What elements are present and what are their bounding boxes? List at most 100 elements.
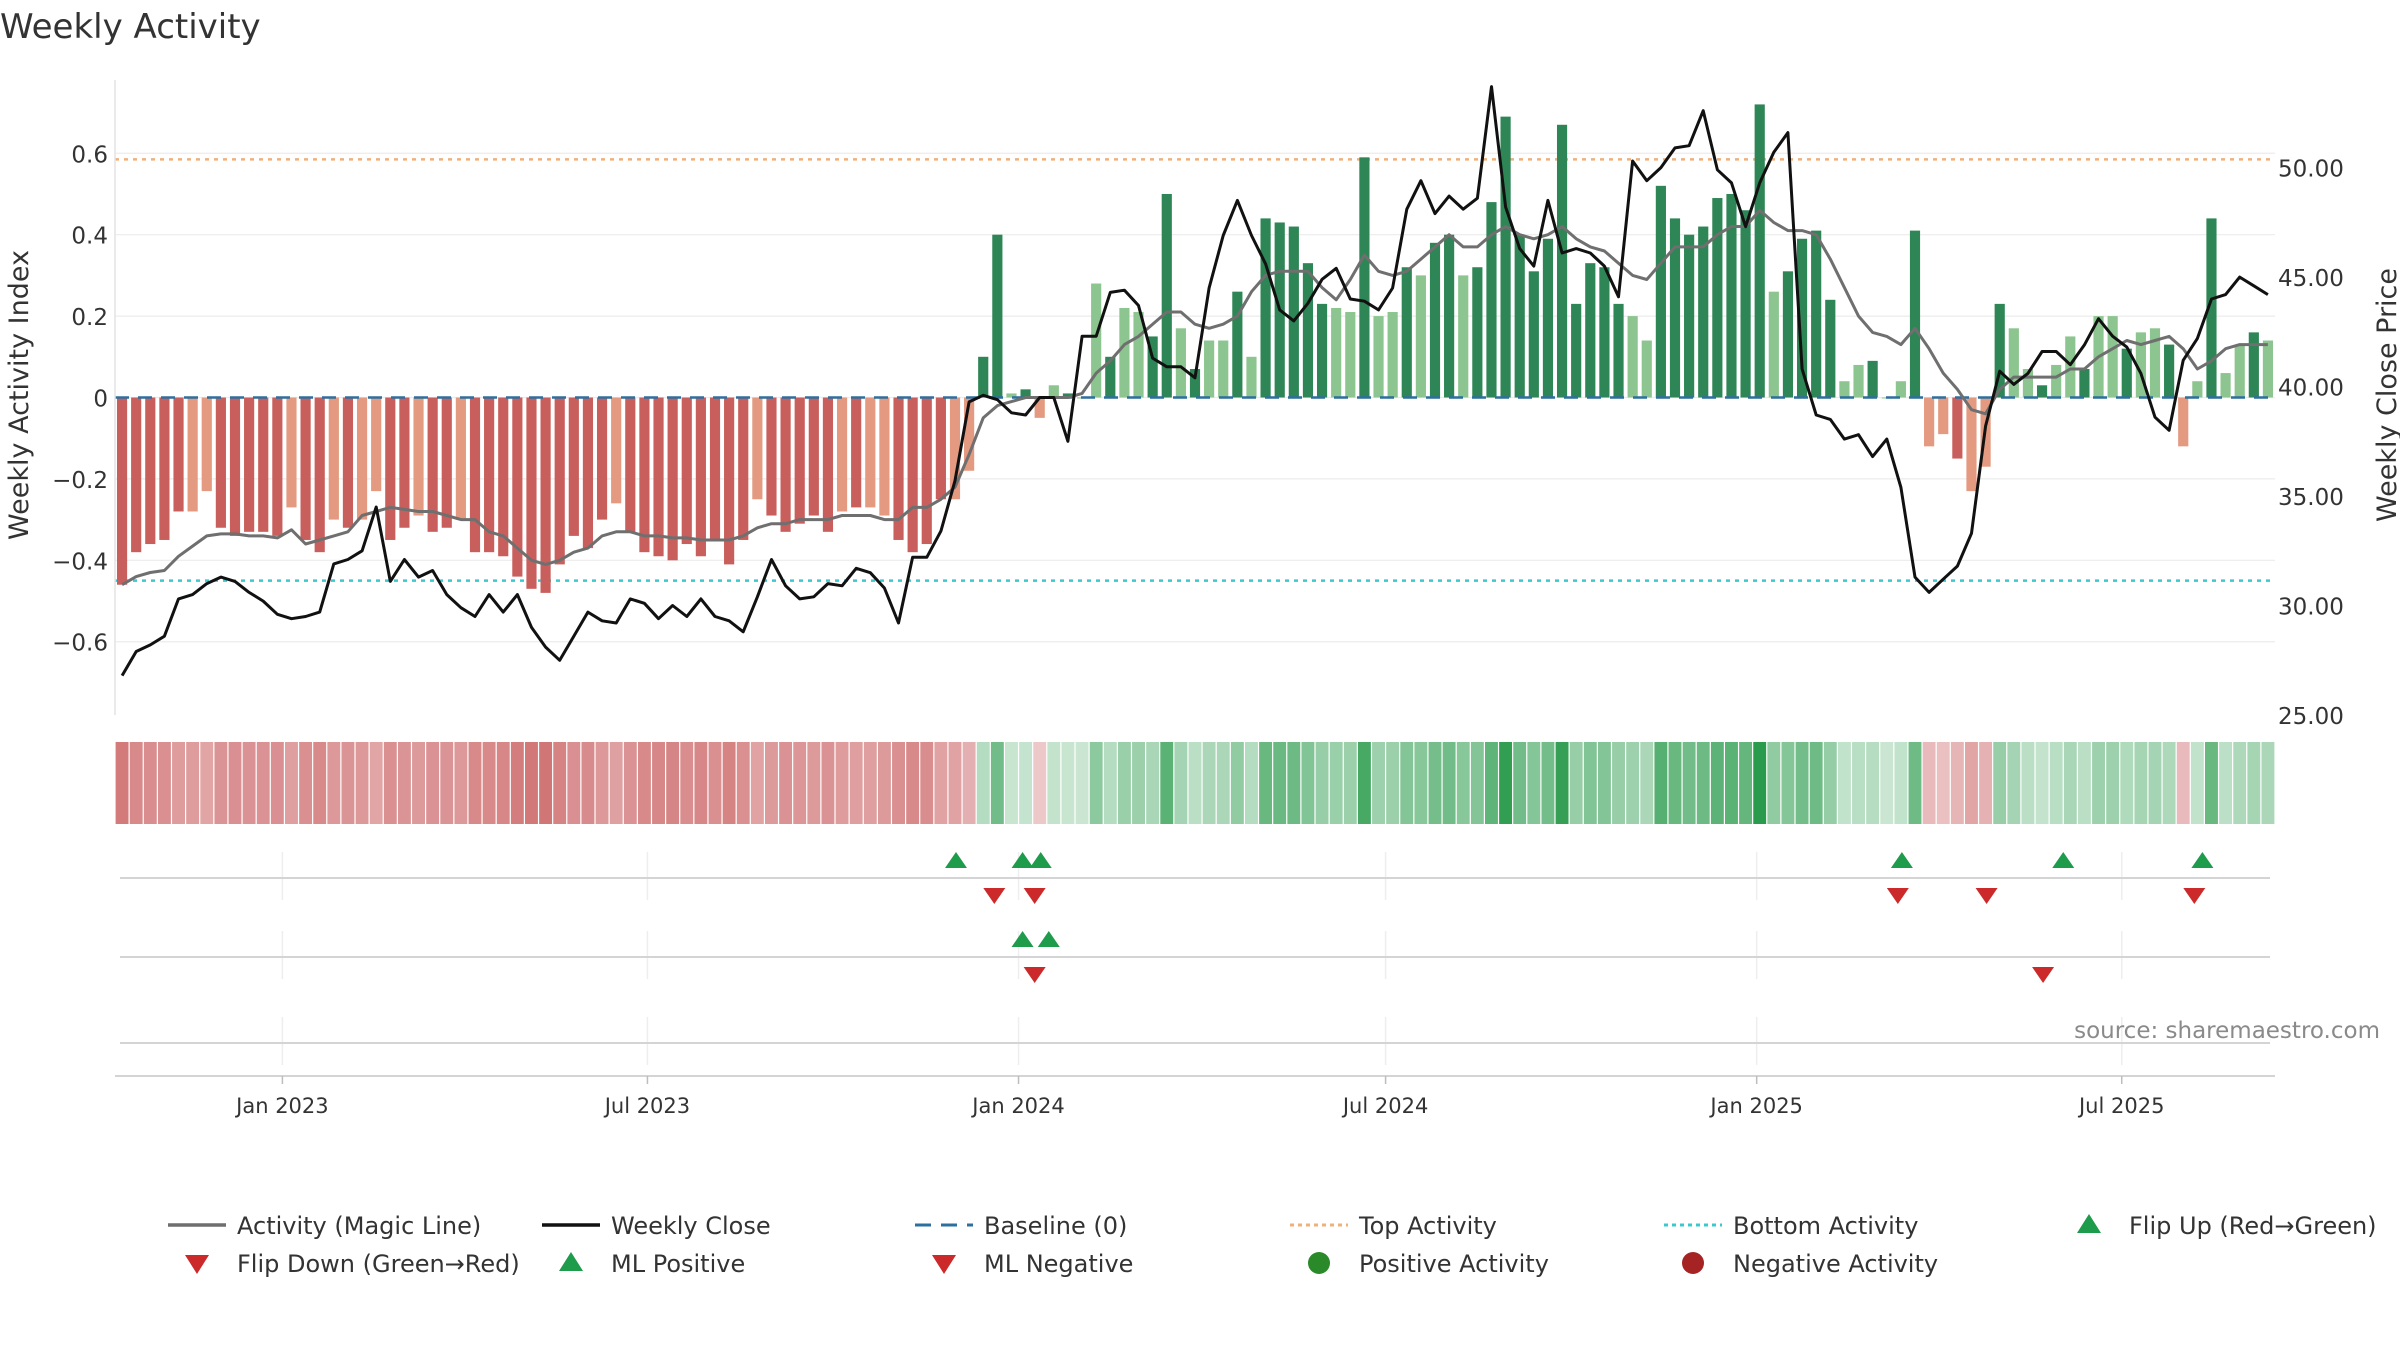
heat-strip-tile xyxy=(228,742,242,824)
activity-bar xyxy=(2121,348,2132,398)
activity-bar xyxy=(1161,193,1172,398)
activity-bar xyxy=(554,397,565,565)
activity-bar xyxy=(1119,307,1130,398)
activity-bar xyxy=(272,397,283,536)
heat-strip-tile xyxy=(722,742,736,824)
activity-bar xyxy=(836,397,848,512)
x-tick-label: Jul 2025 xyxy=(2077,1094,2164,1118)
activity-bars xyxy=(116,104,2274,593)
activity-bar xyxy=(1909,230,1921,398)
activity-bar xyxy=(526,397,537,589)
activity-bar xyxy=(1712,198,1723,398)
activity-bar xyxy=(1669,218,1681,398)
heat-strip-tile xyxy=(1188,742,1202,824)
heat-strip-tile xyxy=(1442,742,1456,824)
activity-bar xyxy=(1811,230,1822,398)
activity-bar xyxy=(2149,328,2161,398)
legend-label: Weekly Close xyxy=(611,1212,771,1240)
heat-strip-tile xyxy=(652,742,665,824)
activity-bar xyxy=(1105,356,1116,398)
activity-bar xyxy=(681,397,692,545)
activity-bar xyxy=(1853,364,1864,398)
heat-strip-tile xyxy=(2077,742,2091,824)
heat-strip-tile xyxy=(1725,742,1738,824)
heat-strip-tile xyxy=(2233,742,2247,824)
activity-bar xyxy=(2248,332,2259,398)
activity-bar xyxy=(1938,397,1949,435)
heat-strip-tile xyxy=(1485,742,1498,824)
activity-bar xyxy=(709,397,721,540)
activity-bar xyxy=(258,397,269,532)
activity-bar xyxy=(907,397,918,553)
heat-strip-tile xyxy=(2176,742,2190,824)
heat-strip-tile xyxy=(1753,742,1767,824)
activity-bar xyxy=(1627,316,1638,398)
heat-strip-tile xyxy=(1245,742,1258,824)
magic-line-series xyxy=(121,208,2268,587)
flip-down-marker xyxy=(983,888,1006,904)
activity-bar xyxy=(992,234,1003,398)
flip-down-marker xyxy=(1023,888,1046,904)
legend-label: Top Activity xyxy=(1358,1212,1497,1240)
heat-strip-tile xyxy=(1343,742,1357,824)
heat-strip-tile xyxy=(934,742,948,824)
activity-bar xyxy=(469,397,481,553)
activity-bar xyxy=(1006,393,1017,398)
heat-strip-tile xyxy=(877,742,891,824)
heat-strip-tile xyxy=(1710,742,1724,824)
heat-strip-tile xyxy=(1668,742,1682,824)
activity-bar xyxy=(1924,397,1935,447)
heat-strip-tile xyxy=(779,742,793,824)
activity-bar xyxy=(2107,316,2118,398)
legend-swatch-triangle-up xyxy=(2077,1214,2101,1233)
chart-title: Weekly Activity xyxy=(0,7,261,47)
flip-up-marker xyxy=(945,852,968,868)
activity-bar xyxy=(893,397,904,540)
left-tick-label: −0.6 xyxy=(52,631,108,657)
heat-strip-tile xyxy=(341,742,355,824)
heat-strip-tile xyxy=(313,742,327,824)
heat-strip-tile xyxy=(539,742,553,824)
activity-bar xyxy=(498,397,509,557)
heat-strip-tile xyxy=(1950,742,1964,824)
flip-down-marker xyxy=(2183,888,2206,904)
activity-bar xyxy=(568,397,579,536)
heat-strip-tile xyxy=(1739,742,1753,824)
activity-bar xyxy=(822,397,834,532)
activity-bar xyxy=(1556,124,1568,398)
heat-strip-tile xyxy=(892,742,905,824)
activity-bar xyxy=(286,397,297,508)
heat-strip-tile xyxy=(1936,742,1950,824)
activity-bar xyxy=(131,397,142,553)
activity-bar xyxy=(1444,234,1455,398)
heat-strip-tile xyxy=(1499,742,1513,824)
activity-bar xyxy=(1542,238,1554,398)
activity-bar xyxy=(1655,185,1666,398)
heat-strip-tile xyxy=(2092,742,2105,824)
activity-bar xyxy=(2036,385,2048,398)
heat-strip-tile xyxy=(1541,742,1555,824)
activity-bar xyxy=(1034,397,1045,418)
activity-bar xyxy=(1316,303,1328,398)
heat-strip-tile xyxy=(172,742,185,824)
legend-label: Positive Activity xyxy=(1359,1250,1549,1278)
heat-strip-tile xyxy=(1612,742,1625,824)
activity-bar xyxy=(1246,356,1257,398)
heat-strip-tile xyxy=(1019,742,1033,824)
heat-strip-tile xyxy=(736,742,750,824)
heat-strip-tile xyxy=(1117,742,1131,824)
heat-strip-tile xyxy=(1428,742,1442,824)
heat-strip-tile xyxy=(355,742,369,824)
heat-strip-tile xyxy=(1767,742,1781,824)
heat-strip-tile xyxy=(694,742,708,824)
activity-bar xyxy=(1994,303,2005,398)
heat-strip-tile xyxy=(299,742,313,824)
heat-strip-tile xyxy=(1654,742,1668,824)
heat-strip-tile xyxy=(157,742,171,824)
right-tick-label: 50.00 xyxy=(2278,157,2344,183)
left-tick-label: 0.6 xyxy=(71,142,108,168)
activity-bar xyxy=(2234,344,2245,398)
flip-marker-rows xyxy=(120,852,2270,1065)
activity-bar xyxy=(244,397,255,532)
left-tick-label: 0.4 xyxy=(71,224,108,250)
